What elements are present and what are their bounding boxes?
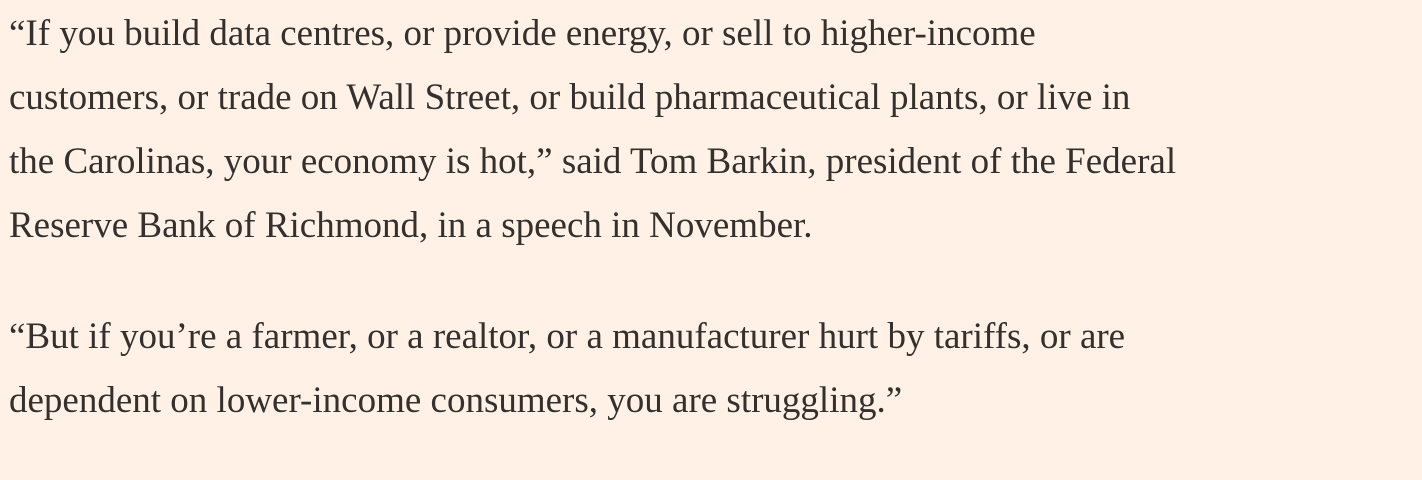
paragraph: “But if you’re a farmer, or a realtor, o… — [9, 305, 1176, 433]
article-body: “If you build data centres, or provide e… — [9, 2, 1176, 480]
paragraph: “If you build data centres, or provide e… — [9, 2, 1176, 258]
text-line: “But if you’re a farmer, or a realtor, o… — [9, 316, 1126, 357]
text-line: dependent on lower-income consumers, you… — [9, 380, 903, 421]
page: “If you build data centres, or provide e… — [9, 13, 1177, 421]
text-line: customers, or trade on Wall Street, or b… — [9, 77, 1131, 118]
text-line: the Carolinas, your economy is hot,” sai… — [9, 141, 1177, 182]
text-line: Reserve Bank of Richmond, in a speech in… — [9, 205, 813, 246]
text-line: “If you build data centres, or provide e… — [9, 13, 1036, 54]
